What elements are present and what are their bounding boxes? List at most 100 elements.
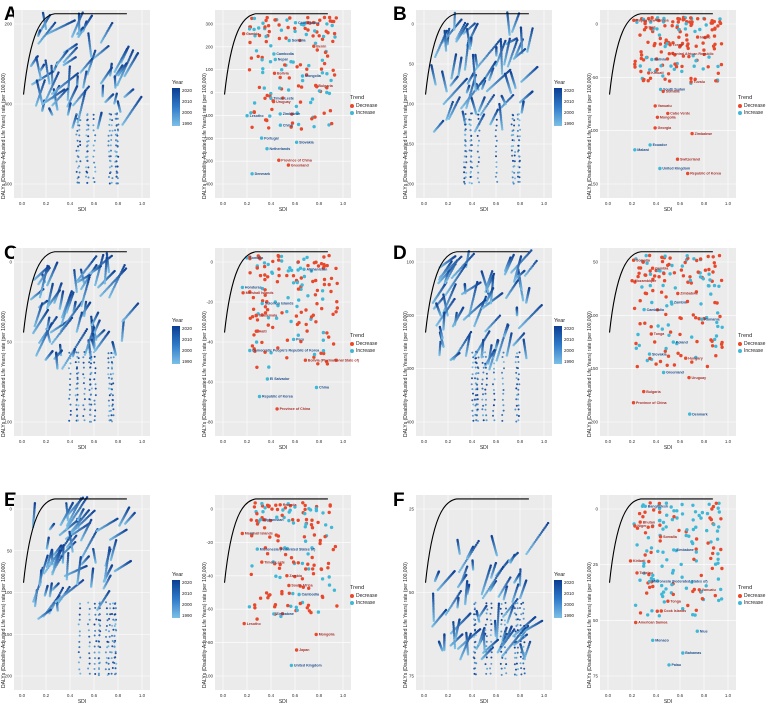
trajectory-point [44, 61, 48, 64]
trajectory-point [451, 100, 454, 104]
trajectory-point [65, 360, 69, 363]
trajectory-point [463, 166, 466, 169]
decrease-point [653, 41, 657, 46]
trajectory-point [116, 140, 119, 143]
trajectory-point [77, 419, 79, 422]
legend-label: Increase [356, 110, 376, 116]
decrease-point [322, 15, 327, 20]
trajectory-point [465, 57, 468, 60]
labelled-point [269, 96, 273, 101]
trajectory-point [112, 372, 115, 375]
trajectory-point [67, 84, 70, 88]
labelled-point [300, 74, 305, 78]
trajectory-point [486, 53, 490, 56]
decrease-point [710, 21, 715, 25]
country-label: Tuvalu [694, 80, 705, 84]
trajectory-point [77, 156, 80, 158]
decrease-point [293, 26, 297, 30]
decrease-point [267, 29, 271, 34]
country-label: Malawi [637, 148, 649, 152]
trajectory-point [35, 79, 39, 82]
decrease-point [329, 289, 333, 294]
trajectory-point [469, 330, 473, 334]
trajectory-point [85, 328, 89, 331]
trajectory-point [70, 353, 73, 356]
trajectory-point [474, 53, 477, 57]
x-tick-label: 0.8 [316, 439, 323, 444]
decrease-point [633, 65, 637, 69]
decrease-point [248, 256, 252, 261]
trajectory-point [76, 129, 79, 132]
trajectory-point [76, 139, 79, 142]
trajectory-point [478, 181, 480, 184]
trajectory-point [69, 357, 72, 360]
increase-point [252, 16, 257, 21]
labelled-point [294, 140, 299, 144]
trajectory-point [476, 280, 479, 284]
decrease-point [263, 277, 267, 282]
trajectory-point [464, 59, 468, 62]
trajectory-point [438, 325, 442, 329]
trajectory-point [68, 74, 71, 77]
decrease-point [248, 271, 252, 275]
decrease-point [299, 276, 303, 280]
increase-point [299, 287, 303, 291]
trajectory-point [518, 135, 521, 138]
trajectory-point [430, 64, 433, 67]
trajectory-point [111, 340, 114, 344]
trajectory-point [434, 54, 438, 57]
labelled-point [653, 104, 657, 108]
increase-point [321, 349, 326, 353]
increase-point [254, 340, 259, 344]
trajectory-point [61, 318, 65, 321]
trajectory-point [136, 302, 140, 305]
trajectory-point [63, 313, 66, 316]
trajectory-point [83, 408, 86, 411]
trajectory-point [74, 345, 77, 349]
decrease-point [290, 112, 294, 116]
trajectory-point [480, 61, 483, 64]
decrease-point [335, 281, 339, 286]
trajectory-point [111, 177, 114, 180]
trajectory-point [110, 383, 113, 386]
trajectory-point [85, 20, 88, 23]
x-axis-label: SDI [77, 445, 87, 451]
trajectory-point [92, 118, 95, 120]
x-tick-label: 1.0 [340, 439, 347, 444]
decrease-point [326, 31, 330, 35]
increase-point [638, 64, 642, 68]
trajectory-point [50, 342, 53, 345]
trajectory-point [469, 171, 472, 174]
trajectory-point [108, 150, 111, 153]
trajectory-point [67, 89, 70, 93]
trajectory-point [513, 154, 516, 157]
trajectory-point [56, 334, 60, 337]
frontier-line [223, 251, 328, 333]
trajectory-point [509, 68, 512, 72]
trajectory-point [114, 129, 117, 132]
trajectory-point [107, 45, 110, 48]
trajectory-point [82, 333, 85, 336]
year-colorbar [554, 88, 562, 126]
decrease-point [322, 282, 327, 287]
trajectory-point [488, 330, 491, 333]
y-tick-label: 0 [210, 90, 213, 95]
trajectory-point [93, 161, 96, 164]
trajectory-point [513, 119, 516, 122]
trajectory-point [494, 129, 497, 132]
y-tick-label: -40 [206, 340, 213, 345]
decrease-point [277, 23, 281, 27]
trajectory-point [125, 62, 128, 65]
trajectory-point [466, 45, 469, 48]
country-label: Denmark [255, 172, 270, 176]
labelled-point [658, 166, 662, 171]
increase-point [280, 68, 284, 72]
trajectory-point [518, 159, 521, 162]
trajectory-point [92, 113, 95, 116]
trajectory-point [66, 49, 69, 53]
decrease-point [658, 36, 662, 41]
decrease-point [277, 36, 282, 41]
trajectory-point [466, 46, 469, 50]
